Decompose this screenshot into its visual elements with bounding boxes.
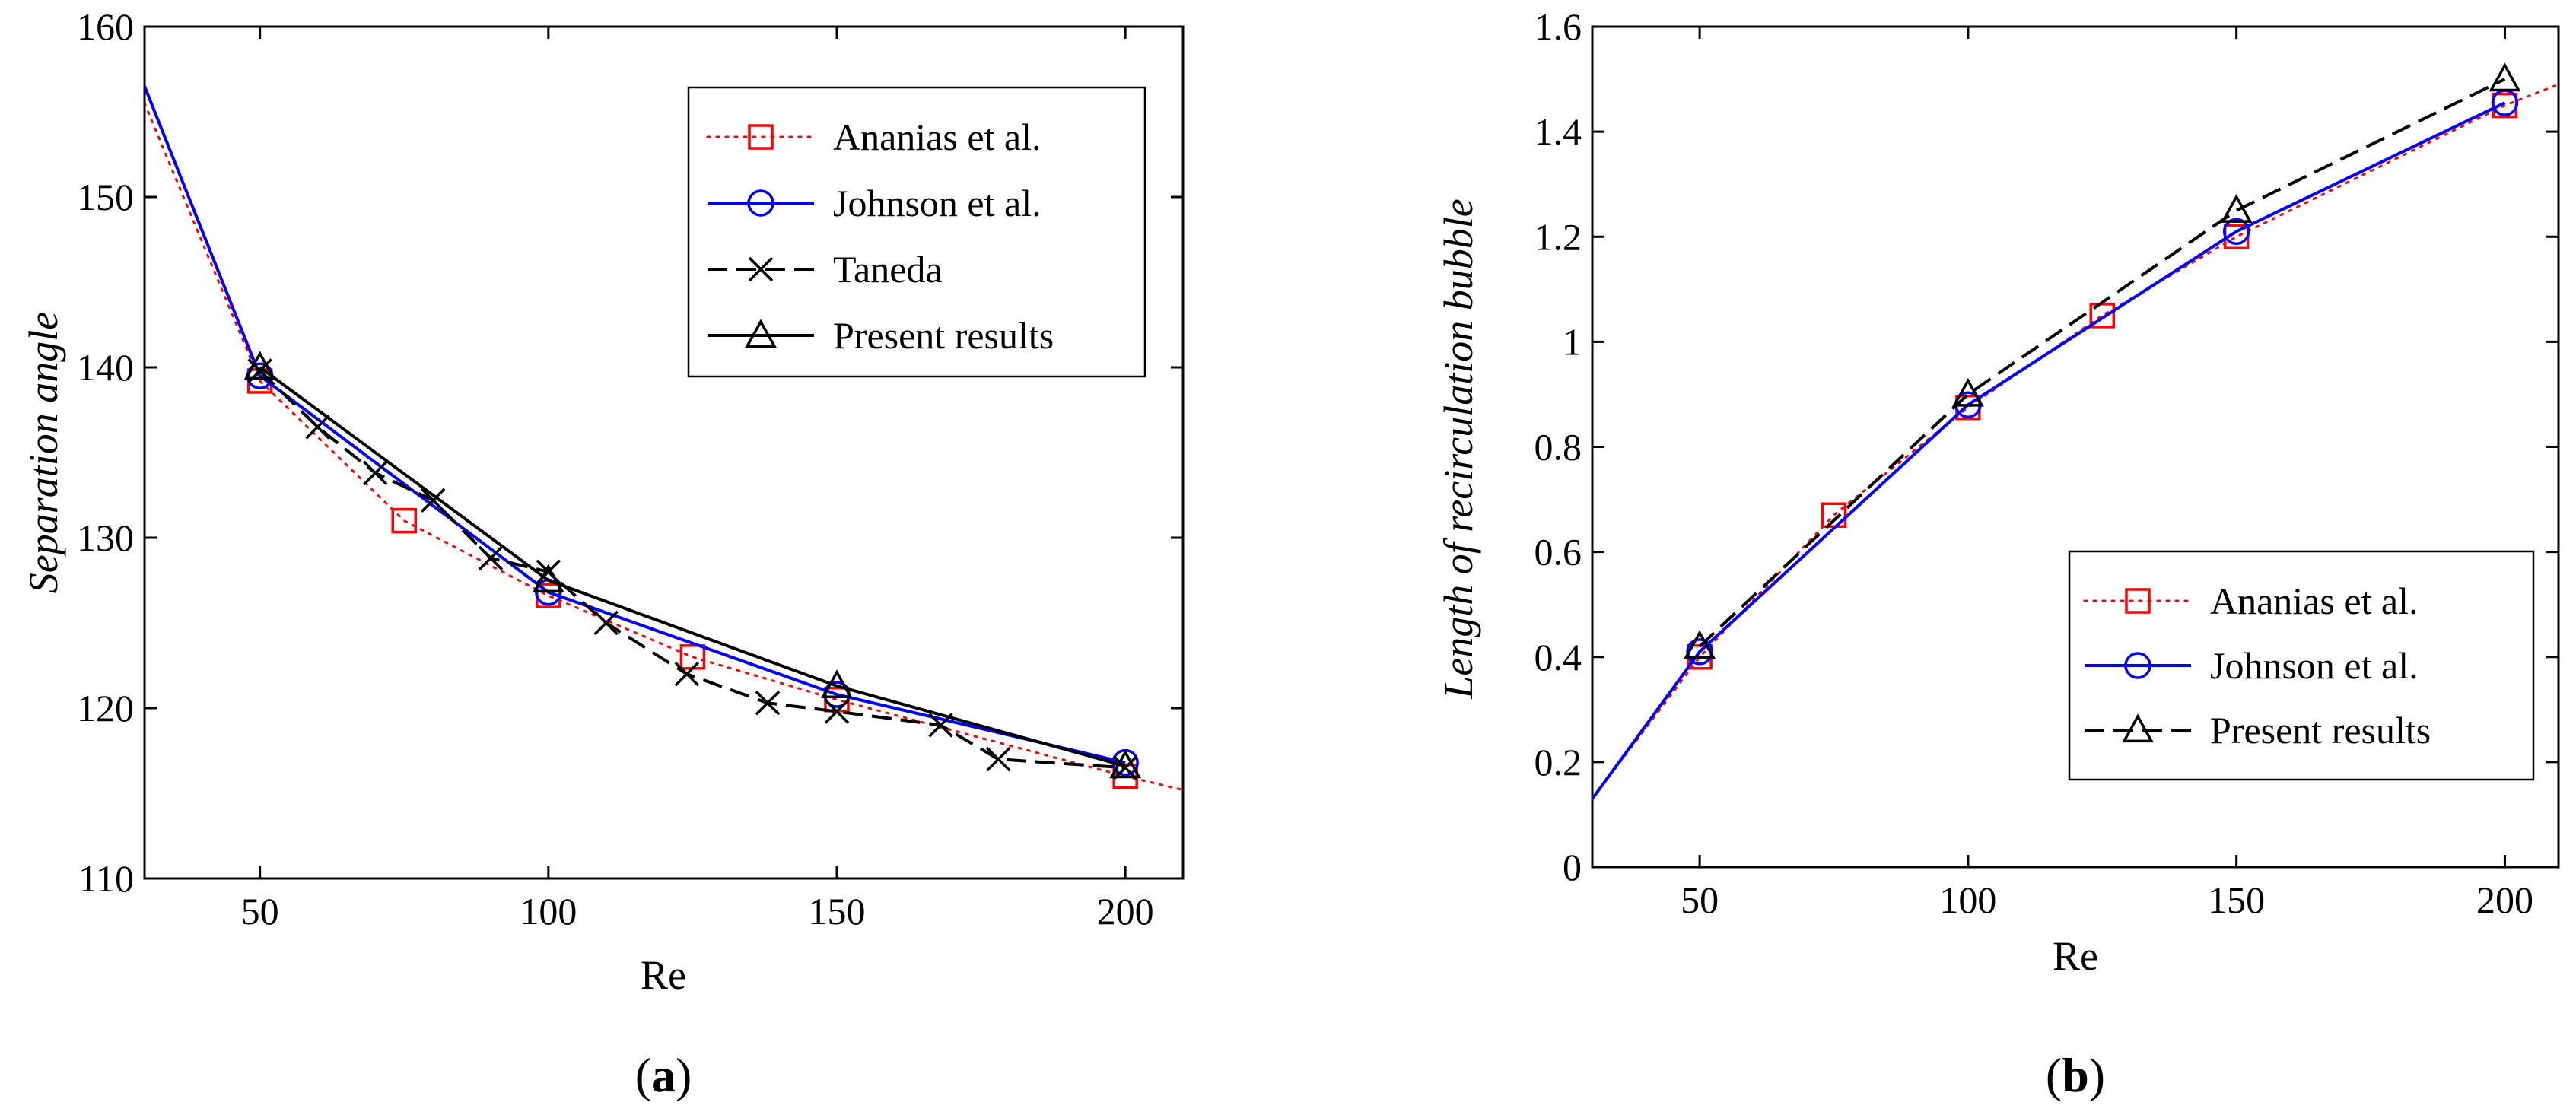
- y-tick-label: 1.2: [1534, 215, 1582, 258]
- y-tick-label: 120: [77, 687, 134, 729]
- y-tick-label: 140: [77, 346, 134, 389]
- legend-label-present: Present results: [2210, 709, 2431, 751]
- panel-a-plot-frame: [143, 25, 1185, 880]
- y-tick-label: 0.6: [1534, 531, 1582, 573]
- panel-a-caption: (a): [635, 1048, 692, 1102]
- data-point-taneda: [1112, 755, 1138, 780]
- y-tick-label: 0.4: [1534, 636, 1582, 678]
- data-point-present: [243, 351, 276, 380]
- x-tick-label: 50: [1681, 878, 1719, 921]
- legend-label-ananias: Ananias et al.: [2210, 580, 2419, 622]
- legend-marker-johnson: [2124, 652, 2151, 679]
- y-tick-label: 0: [1563, 846, 1582, 888]
- data-point-taneda: [986, 746, 1011, 772]
- panel-a-separation-angle-chart: 50 100 150 200 110 120 130 140 150 160 Re Separa…: [21, 5, 1185, 1102]
- series-line-present: [259, 366, 1126, 768]
- legend-label-taneda: Taneda: [833, 248, 943, 291]
- legend-label-present: Present results: [833, 314, 1054, 357]
- panel-a-series: [145, 85, 1183, 792]
- panel-a-y-ticks: 110 120 130 140 150 160: [77, 5, 1183, 900]
- legend-label-johnson: Johnson et al.: [2210, 644, 2419, 687]
- panel-a-x-ticks: 50 100 150 200: [241, 27, 1154, 932]
- data-point-taneda: [420, 488, 446, 513]
- y-tick-label: 110: [78, 857, 134, 900]
- x-tick-label: 200: [1097, 890, 1154, 932]
- data-point-present: [2489, 62, 2521, 92]
- data-point-johnson: [2222, 218, 2250, 246]
- series-line-ananias: [1592, 83, 2559, 800]
- data-point-present: [1684, 630, 1716, 659]
- data-point-taneda: [674, 661, 700, 687]
- series-line-ananias: [145, 102, 1183, 792]
- data-point-taneda: [824, 699, 850, 724]
- panel-a-y-axis-label: Separation angle: [21, 312, 66, 593]
- data-point-present: [1951, 377, 1984, 407]
- x-tick-label: 150: [2208, 878, 2265, 921]
- panel-b-y-ticks: 0 0.2 0.4 0.6 0.8 1 1.2 1.4 1.6: [1534, 5, 2559, 888]
- y-tick-label: 150: [77, 176, 134, 218]
- data-point-present: [821, 669, 853, 699]
- data-point-present: [2220, 194, 2253, 223]
- legend-marker-ananias: [748, 124, 774, 150]
- data-point-taneda: [305, 415, 330, 440]
- x-tick-label: 150: [809, 890, 866, 932]
- legend-marker-present: [745, 319, 777, 348]
- x-tick-label: 100: [520, 890, 577, 932]
- y-tick-label: 160: [77, 5, 134, 48]
- series-line-taneda: [259, 370, 1126, 770]
- data-point-taneda: [755, 691, 781, 716]
- panel-b-x-axis-label: Re: [2053, 933, 2098, 979]
- series-line-present: [1698, 78, 2506, 648]
- x-tick-label: 50: [241, 890, 279, 932]
- panel-b-legend: Ananias et al. Johnson et al. Present resu…: [2068, 550, 2535, 781]
- panel-a-x-axis-label: Re: [641, 952, 686, 998]
- panel-b-caption: (b): [2046, 1048, 2105, 1102]
- legend-marker-johnson: [747, 189, 774, 217]
- y-tick-label: 0.2: [1534, 741, 1582, 783]
- legend-marker-ananias: [2125, 588, 2151, 614]
- data-point-johnson: [1686, 638, 1713, 666]
- y-tick-label: 1: [1563, 320, 1582, 363]
- y-tick-label: 1.6: [1534, 5, 1582, 48]
- y-tick-label: 1.4: [1534, 110, 1582, 153]
- legend-label-ananias: Ananias et al.: [833, 116, 1042, 158]
- data-point-ananias: [391, 507, 417, 534]
- panel-b-recirculation-length-chart: 50 100 150 200 0 0.2 0.4 0.6 0.8 1 1.2 1.4 1.6 Re L…: [1436, 5, 2560, 1102]
- data-point-taneda: [593, 610, 619, 636]
- x-tick-label: 200: [2476, 878, 2533, 921]
- data-point-taneda: [478, 545, 504, 571]
- x-tick-label: 100: [1939, 878, 1996, 921]
- data-point-present: [1109, 749, 1142, 779]
- data-point-taneda: [363, 460, 388, 486]
- legend-marker-present: [2122, 713, 2154, 743]
- y-tick-label: 130: [77, 516, 134, 559]
- data-point-present: [532, 564, 564, 593]
- y-tick-label: 0.8: [1534, 426, 1582, 469]
- panel-b-series: [1592, 62, 2559, 800]
- panel-a-legend: Ananias et al. Johnson et al. Taneda Presen…: [687, 86, 1146, 378]
- panel-b-x-ticks: 50 100 150 200: [1681, 27, 2533, 921]
- panel-b-y-axis-label: Length of recirculation bubble: [1436, 199, 1481, 699]
- legend-marker-taneda: [748, 256, 774, 282]
- legend-label-johnson: Johnson et al.: [833, 182, 1042, 224]
